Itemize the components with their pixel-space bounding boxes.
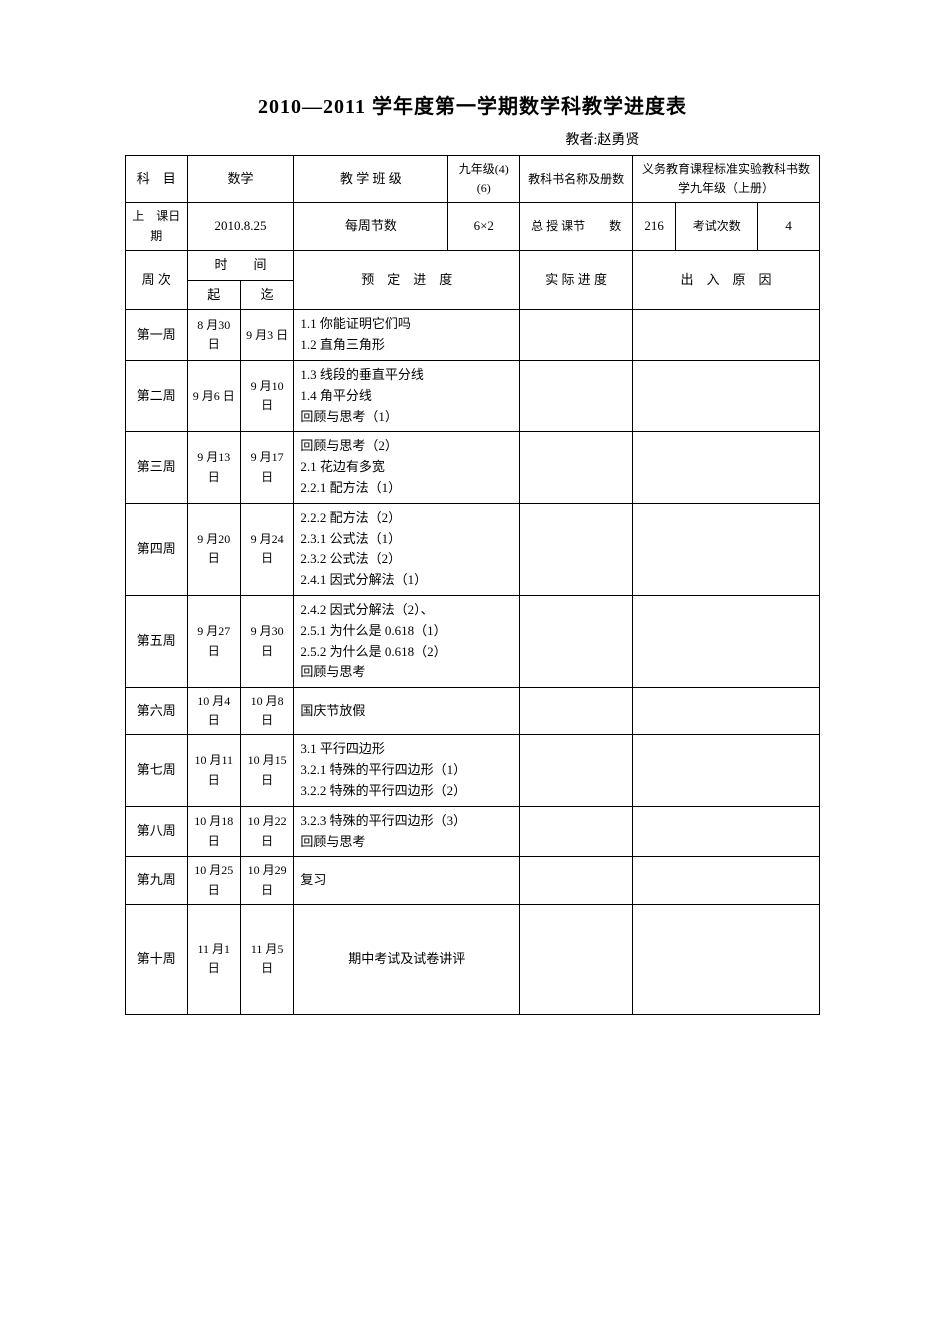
plan-cell: 3.1 平行四边形3.2.1 特殊的平行四边形（1）3.2.2 特殊的平行四边形… xyxy=(294,735,520,806)
from-cell: 10 月11 日 xyxy=(187,735,240,806)
table-row: 第一周 8 月30 日 9 月3 日 1.1 你能证明它们吗1.2 直角三角形 xyxy=(126,310,820,361)
reason-label: 出 入 原 因 xyxy=(633,250,820,310)
time-label: 时 间 xyxy=(187,250,294,280)
schedule-table: 科 目 数学 教 学 班 级 九年级(4)(6) 教科书名称及册数 义务教育课程… xyxy=(125,155,820,1015)
table-row: 第三周 9 月13 日 9 月17 日 回顾与思考（2）2.1 花边有多宽2.2… xyxy=(126,432,820,503)
reason-cell xyxy=(633,310,820,361)
total-label: 总 授 课节 数 xyxy=(520,203,633,250)
table-row: 第九周 10 月25 日 10 月29 日 复习 xyxy=(126,857,820,904)
from-label: 起 xyxy=(187,280,240,310)
perweek-label: 每周节数 xyxy=(294,203,448,250)
reason-cell xyxy=(633,904,820,1014)
actual-label: 实 际 进 度 xyxy=(520,250,633,310)
to-cell: 10 月8 日 xyxy=(240,688,293,735)
from-cell: 9 月6 日 xyxy=(187,360,240,431)
plan-cell: 国庆节放假 xyxy=(294,688,520,735)
to-cell: 11 月5 日 xyxy=(240,904,293,1014)
week-cell: 第三周 xyxy=(126,432,188,503)
class-value: 九年级(4)(6) xyxy=(448,156,520,203)
actual-cell xyxy=(520,310,633,361)
reason-cell xyxy=(633,857,820,904)
reason-cell xyxy=(633,360,820,431)
to-cell: 9 月30 日 xyxy=(240,595,293,687)
from-cell: 9 月13 日 xyxy=(187,432,240,503)
actual-cell xyxy=(520,503,633,595)
from-cell: 10 月18 日 xyxy=(187,806,240,857)
week-cell: 第八周 xyxy=(126,806,188,857)
week-cell: 第四周 xyxy=(126,503,188,595)
book-label: 教科书名称及册数 xyxy=(520,156,633,203)
to-cell: 10 月22 日 xyxy=(240,806,293,857)
plan-cell: 期中考试及试卷讲评 xyxy=(294,904,520,1014)
week-cell: 第一周 xyxy=(126,310,188,361)
page-title: 2010—2011 学年度第一学期数学科教学进度表 xyxy=(125,90,820,119)
to-cell: 9 月3 日 xyxy=(240,310,293,361)
from-cell: 9 月20 日 xyxy=(187,503,240,595)
from-cell: 10 月4 日 xyxy=(187,688,240,735)
plan-cell: 复习 xyxy=(294,857,520,904)
to-cell: 9 月17 日 xyxy=(240,432,293,503)
total-value: 216 xyxy=(633,203,676,250)
actual-cell xyxy=(520,735,633,806)
to-cell: 10 月15 日 xyxy=(240,735,293,806)
plan-cell: 回顾与思考（2）2.1 花边有多宽2.2.1 配方法（1） xyxy=(294,432,520,503)
header-row-2: 上 课日 期 2010.8.25 每周节数 6×2 总 授 课节 数 216 考… xyxy=(126,203,820,250)
actual-cell xyxy=(520,360,633,431)
table-row: 第七周 10 月11 日 10 月15 日 3.1 平行四边形3.2.1 特殊的… xyxy=(126,735,820,806)
plan-cell: 3.2.3 特殊的平行四边形（3）回顾与思考 xyxy=(294,806,520,857)
plan-cell: 2.4.2 因式分解法（2）、2.5.1 为什么是 0.618（1）2.5.2 … xyxy=(294,595,520,687)
plan-label: 预 定 进 度 xyxy=(294,250,520,310)
week-cell: 第九周 xyxy=(126,857,188,904)
to-cell: 9 月10 日 xyxy=(240,360,293,431)
reason-cell xyxy=(633,806,820,857)
book-value: 义务教育课程标准实验教科书数学九年级（上册） xyxy=(633,156,820,203)
actual-cell xyxy=(520,904,633,1014)
plan-cell: 1.3 线段的垂直平分线1.4 角平分线回顾与思考（1） xyxy=(294,360,520,431)
reason-cell xyxy=(633,432,820,503)
week-cell: 第七周 xyxy=(126,735,188,806)
table-row: 第五周 9 月27 日 9 月30 日 2.4.2 因式分解法（2）、2.5.1… xyxy=(126,595,820,687)
actual-cell xyxy=(520,806,633,857)
header-row-1: 科 目 数学 教 学 班 级 九年级(4)(6) 教科书名称及册数 义务教育课程… xyxy=(126,156,820,203)
to-cell: 9 月24 日 xyxy=(240,503,293,595)
from-cell: 8 月30 日 xyxy=(187,310,240,361)
week-label: 周 次 xyxy=(126,250,188,310)
exam-value: 4 xyxy=(758,203,820,250)
reason-cell xyxy=(633,595,820,687)
start-value: 2010.8.25 xyxy=(187,203,294,250)
actual-cell xyxy=(520,432,633,503)
exam-label: 考试次数 xyxy=(676,203,758,250)
from-cell: 10 月25 日 xyxy=(187,857,240,904)
from-cell: 9 月27 日 xyxy=(187,595,240,687)
table-row: 第十周 11 月1 日 11 月5 日 期中考试及试卷讲评 xyxy=(126,904,820,1014)
subject-label: 科 目 xyxy=(126,156,188,203)
plan-cell: 2.2.2 配方法（2）2.3.1 公式法（1）2.3.2 公式法（2）2.4.… xyxy=(294,503,520,595)
week-cell: 第六周 xyxy=(126,688,188,735)
actual-cell xyxy=(520,688,633,735)
author-line: 教者:赵勇贤 xyxy=(125,129,820,149)
table-row: 第八周 10 月18 日 10 月22 日 3.2.3 特殊的平行四边形（3）回… xyxy=(126,806,820,857)
actual-cell xyxy=(520,857,633,904)
to-cell: 10 月29 日 xyxy=(240,857,293,904)
week-cell: 第十周 xyxy=(126,904,188,1014)
perweek-value: 6×2 xyxy=(448,203,520,250)
reason-cell xyxy=(633,735,820,806)
start-label: 上 课日 期 xyxy=(126,203,188,250)
reason-cell xyxy=(633,503,820,595)
reason-cell xyxy=(633,688,820,735)
table-row: 第四周 9 月20 日 9 月24 日 2.2.2 配方法（2）2.3.1 公式… xyxy=(126,503,820,595)
class-label: 教 学 班 级 xyxy=(294,156,448,203)
table-row: 第六周 10 月4 日 10 月8 日 国庆节放假 xyxy=(126,688,820,735)
week-cell: 第五周 xyxy=(126,595,188,687)
table-row: 第二周 9 月6 日 9 月10 日 1.3 线段的垂直平分线1.4 角平分线回… xyxy=(126,360,820,431)
from-cell: 11 月1 日 xyxy=(187,904,240,1014)
subject-value: 数学 xyxy=(187,156,294,203)
header-row-3: 周 次 时 间 预 定 进 度 实 际 进 度 出 入 原 因 xyxy=(126,250,820,280)
week-cell: 第二周 xyxy=(126,360,188,431)
plan-cell: 1.1 你能证明它们吗1.2 直角三角形 xyxy=(294,310,520,361)
to-label: 迄 xyxy=(240,280,293,310)
actual-cell xyxy=(520,595,633,687)
